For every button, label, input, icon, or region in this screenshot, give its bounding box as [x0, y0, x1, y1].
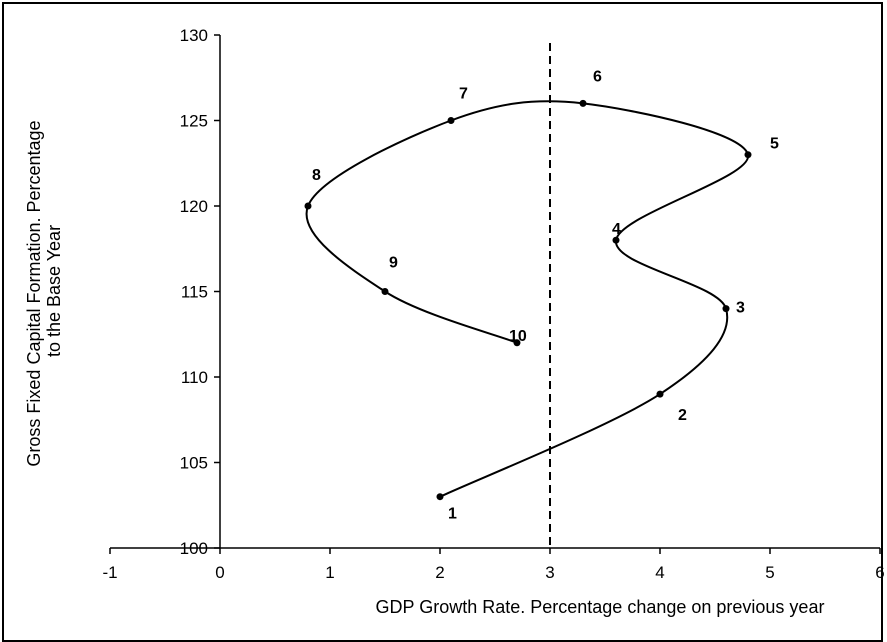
- data-point-9: [381, 288, 389, 295]
- data-point-10: [513, 339, 521, 347]
- point-label-6: 6: [593, 68, 602, 85]
- point-label-9: 9: [389, 255, 398, 272]
- point-label-5: 5: [770, 136, 779, 153]
- y-tick-label: 115: [181, 283, 208, 302]
- data-point-2: [656, 390, 664, 398]
- point-label-3: 3: [736, 300, 745, 317]
- point-labels: 1 2 3 4 5 6 7 8 9 10: [312, 68, 779, 522]
- point-label-1: 1: [448, 506, 457, 523]
- y-tick-label: 105: [180, 454, 208, 473]
- data-point-7: [447, 117, 455, 124]
- point-label-4: 4: [612, 221, 621, 238]
- y-axis-title-line-2: to the Base Year: [44, 225, 64, 357]
- x-tick-label: 1: [325, 563, 334, 582]
- x-tick-label: 6: [875, 563, 884, 582]
- point-label-2: 2: [678, 407, 687, 424]
- y-axis-title-line-1: Gross Fixed Capital Formation. Percentag…: [24, 120, 44, 466]
- data-point-4: [612, 236, 620, 244]
- data-point-3: [722, 305, 730, 313]
- data-point-6: [579, 99, 587, 107]
- x-axis: -1 0 1 2 3 4 5 6: [102, 547, 885, 582]
- x-tick-label: -1: [102, 563, 117, 582]
- point-label-7: 7: [459, 86, 468, 103]
- y-tick-label: 130: [180, 26, 208, 45]
- data-point-5: [744, 151, 752, 159]
- x-tick-label: 0: [215, 563, 224, 582]
- x-tick-label: 5: [765, 563, 774, 582]
- series-line: [305, 100, 750, 498]
- x-tick-label: 2: [435, 563, 444, 582]
- y-tick-label: 125: [180, 112, 208, 131]
- y-axis-title: Gross Fixed Capital Formation. Percentag…: [24, 115, 64, 466]
- data-point-1: [436, 493, 444, 501]
- point-label-8: 8: [312, 167, 321, 184]
- point-label-10: 10: [509, 328, 527, 345]
- point-markers: [304, 99, 752, 501]
- y-tick-label: 120: [180, 197, 208, 216]
- x-tick-label: 4: [655, 563, 664, 582]
- x-axis-title: GDP Growth Rate. Percentage change on pr…: [376, 597, 825, 617]
- y-tick-label: 110: [181, 368, 208, 387]
- x-tick-label: 3: [545, 563, 554, 582]
- data-point-8: [304, 202, 312, 210]
